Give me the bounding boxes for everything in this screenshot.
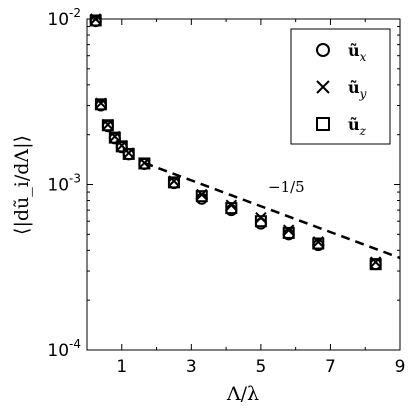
- x-tick-label: 5: [255, 357, 266, 377]
- y-tick-label-base: 10: [47, 176, 69, 196]
- y-tick-label-exponent: -3: [69, 172, 81, 186]
- data-point-square: [312, 237, 325, 250]
- x-axis-label: Λ/λ: [226, 383, 259, 405]
- legend-label: ũy: [348, 78, 367, 101]
- legend-marker-circle: [316, 43, 330, 57]
- data-point-x-stroke: [102, 118, 114, 131]
- data-point-x-stroke: [255, 212, 267, 224]
- data-point-square: [89, 14, 102, 27]
- y-axis-label: ⟨|dũ_i/dΛ|⟩: [11, 135, 33, 235]
- data-point-square: [138, 157, 151, 170]
- axes-ticks: [87, 18, 401, 351]
- data-point-square: [108, 131, 121, 144]
- x-tick-label: 1: [116, 357, 127, 377]
- legend-label-subscript: z: [359, 124, 367, 138]
- legend-label: ũz: [348, 115, 367, 138]
- legend-marker-x-stroke: [316, 80, 330, 94]
- data-point-x-stroke: [225, 199, 238, 211]
- y-tick-label: 10-3: [47, 172, 81, 196]
- slope-annotation: −1/5: [268, 178, 305, 196]
- data-point-x: [102, 118, 114, 131]
- legend-label-main: ũ: [348, 78, 360, 97]
- y-tick-label-base: 10: [47, 341, 69, 361]
- legend-marker-x: [316, 80, 330, 94]
- y-tick-label: 10-4: [47, 337, 81, 361]
- data-point-x: [255, 212, 267, 224]
- y-tick-label: 10-2: [47, 6, 81, 30]
- legend-label-subscript: x: [360, 50, 367, 64]
- data-point-x: [283, 224, 295, 236]
- data-point-square: [225, 202, 238, 215]
- data-point-square: [94, 98, 107, 111]
- data-point-square: [254, 215, 267, 228]
- data-point-x: [138, 157, 151, 169]
- data-point-x-stroke: [138, 157, 151, 169]
- axes-labels: 1 3 5 7 910-410-310-2: [47, 6, 405, 377]
- legend-label-main: ũ: [348, 41, 360, 60]
- legend-label-main: ũ: [348, 115, 360, 134]
- x-tick-label: 7: [325, 357, 336, 377]
- x-tick-label: 9: [395, 357, 406, 377]
- plot-content: [89, 13, 401, 271]
- legend-label-subscript: y: [359, 87, 367, 101]
- data-point-square: [195, 190, 208, 203]
- data-point-square: [101, 119, 114, 132]
- data-point-square: [282, 226, 295, 239]
- data-point-x: [225, 199, 238, 211]
- legend-box: [290, 28, 391, 145]
- x-tick-label: 3: [186, 357, 197, 377]
- reference-slope-line: [143, 161, 401, 260]
- data-point-square: [167, 176, 180, 189]
- data-point-x-stroke: [283, 224, 295, 236]
- data-point-square: [369, 258, 382, 271]
- data-point-square: [115, 140, 128, 153]
- legend-marker-square: [316, 117, 330, 131]
- y-tick-label-exponent: -2: [69, 6, 81, 20]
- legend-label: ũx: [348, 41, 367, 64]
- data-point-square: [122, 147, 135, 160]
- y-tick-label-base: 10: [47, 10, 69, 30]
- y-tick-label-exponent: -4: [69, 337, 81, 351]
